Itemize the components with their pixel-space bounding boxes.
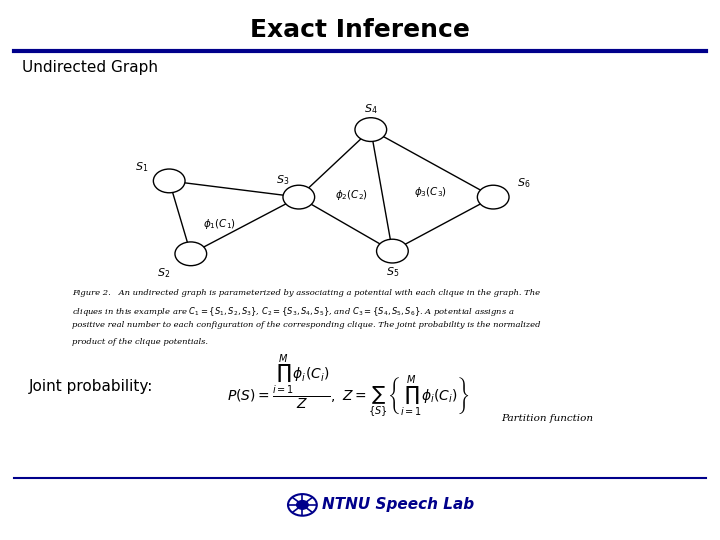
Text: positive real number to each configuration of the corresponding clique. The join: positive real number to each configurati… (72, 321, 541, 329)
Circle shape (153, 169, 185, 193)
Text: Figure 2.   An undirected graph is parameterized by associating a potential with: Figure 2. An undirected graph is paramet… (72, 289, 540, 297)
Text: $\phi_3(C_3)$: $\phi_3(C_3)$ (414, 185, 447, 199)
Circle shape (377, 239, 408, 263)
Text: product of the clique potentials.: product of the clique potentials. (72, 338, 208, 346)
Text: $S_3$: $S_3$ (276, 173, 289, 187)
Text: $S_1$: $S_1$ (135, 160, 148, 174)
Circle shape (355, 118, 387, 141)
Text: cliques in this example are $C_1 = \{S_1, S_2, S_3\}$, $C_2 = \{S_3, S_4, S_5\}$: cliques in this example are $C_1 = \{S_1… (72, 305, 515, 318)
Text: Partition function: Partition function (501, 414, 593, 423)
Circle shape (477, 185, 509, 209)
Text: $\phi_2(C_2)$: $\phi_2(C_2)$ (335, 188, 368, 202)
Circle shape (283, 185, 315, 209)
Text: $S_2$: $S_2$ (157, 266, 170, 280)
Text: Joint probability:: Joint probability: (29, 379, 153, 394)
Circle shape (297, 501, 308, 509)
Text: NTNU Speech Lab: NTNU Speech Lab (322, 497, 474, 512)
Circle shape (175, 242, 207, 266)
Text: $P(S)=\dfrac{\prod_{i=1}^{M}\phi_i(C_i)}{Z},\ Z=\sum_{\{S\}}\left\{\prod_{i=1}^{: $P(S)=\dfrac{\prod_{i=1}^{M}\phi_i(C_i)}… (227, 352, 470, 420)
Text: $S_5$: $S_5$ (386, 265, 399, 279)
Circle shape (288, 494, 317, 516)
Text: $\phi_1(C_1)$: $\phi_1(C_1)$ (203, 217, 236, 231)
Text: Exact Inference: Exact Inference (250, 18, 470, 42)
Text: $S_4$: $S_4$ (364, 102, 377, 116)
Text: $S_6$: $S_6$ (517, 177, 530, 191)
Text: Undirected Graph: Undirected Graph (22, 60, 158, 75)
